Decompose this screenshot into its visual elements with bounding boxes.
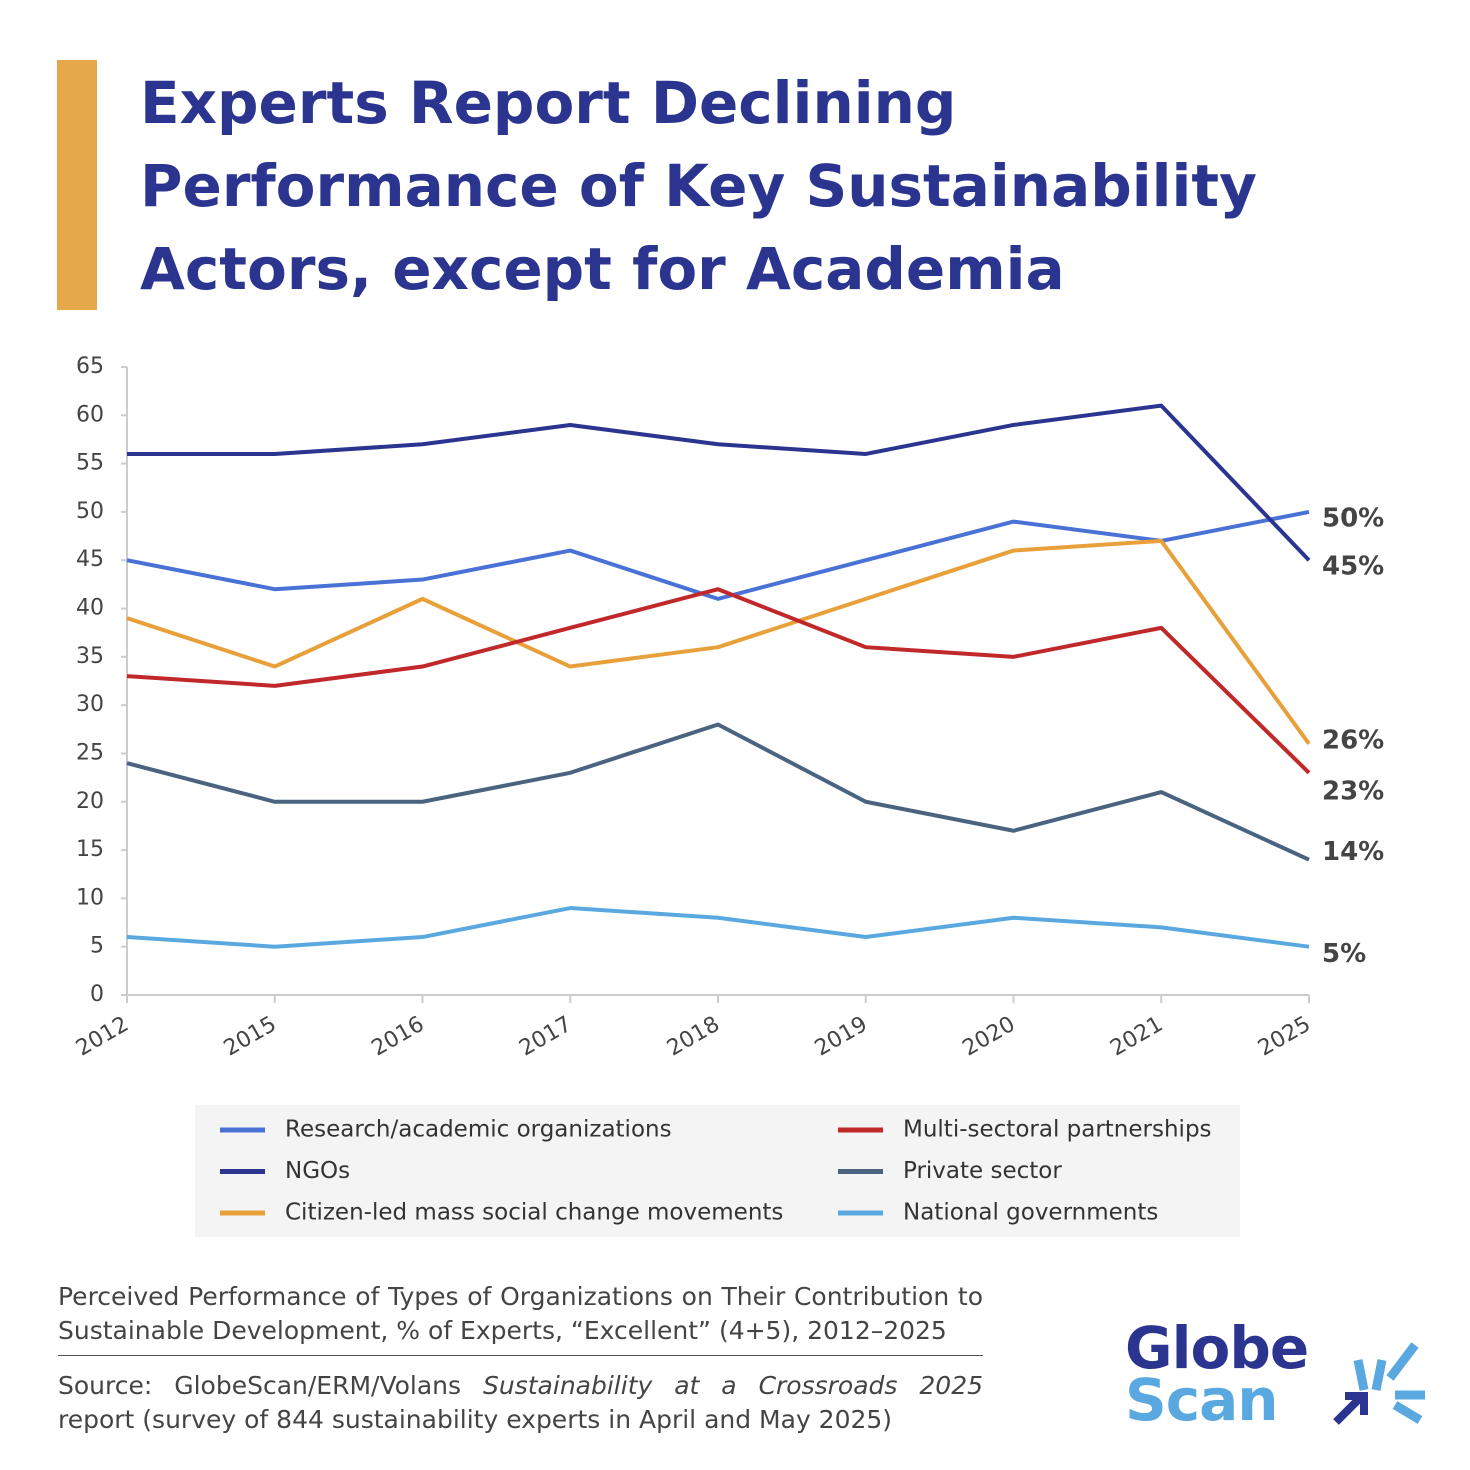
- legend-label: Private sector: [903, 1158, 1062, 1184]
- y-tick-label: 30: [76, 692, 104, 717]
- y-tick-label: 65: [76, 354, 104, 379]
- source-report: Sustainability at a Crossroads 2025: [483, 1371, 983, 1400]
- value-label: 45%: [1322, 552, 1384, 582]
- x-tick-label: 2018: [663, 1012, 724, 1062]
- y-tick-label: 10: [76, 885, 104, 910]
- legend-box: [195, 1105, 1240, 1237]
- legend-label: NGOs: [285, 1158, 350, 1184]
- y-tick-label: 5: [90, 934, 104, 959]
- source: Source: GlobeScan/ERM/Volans Sustainabil…: [58, 1369, 983, 1437]
- value-label: 50%: [1322, 503, 1384, 533]
- divider: [58, 1355, 983, 1356]
- series-line: [126, 722, 1310, 862]
- series-line: [126, 509, 1310, 601]
- legend-label: Multi-sectoral partnerships: [903, 1117, 1212, 1143]
- y-tick-label: 15: [76, 837, 104, 862]
- logo-line1: Globe: [1125, 1314, 1309, 1382]
- logo-arrow: [1333, 1392, 1368, 1425]
- y-tick-label: 50: [76, 499, 104, 524]
- logo-burst: [1353, 1342, 1425, 1424]
- x-tick-label: 2012: [72, 1012, 133, 1062]
- legend-label: National governments: [903, 1200, 1158, 1226]
- series-line: [127, 403, 1311, 562]
- value-label: 23%: [1322, 776, 1384, 806]
- chart-title: Experts Report Declining Performance of …: [140, 69, 1257, 303]
- x-tick-label: 2025: [1254, 1012, 1315, 1062]
- x-tick-label: 2021: [1106, 1012, 1167, 1062]
- y-tick-label: 35: [76, 644, 104, 669]
- series-line: [126, 538, 1311, 745]
- y-tick-label: 45: [76, 547, 104, 572]
- y-tick-label: 25: [76, 740, 104, 765]
- y-tick-label: 60: [76, 402, 104, 427]
- series-line: [126, 906, 1310, 949]
- series-line: [126, 587, 1311, 775]
- accent-bar: [57, 60, 97, 310]
- footnote: Perceived Performance of Types of Organi…: [58, 1282, 983, 1345]
- x-tick-label: 2019: [811, 1012, 872, 1062]
- y-tick-label: 20: [76, 789, 104, 814]
- source-suffix: report (survey of 844 sustainability exp…: [58, 1405, 893, 1434]
- value-label: 14%: [1322, 837, 1384, 867]
- logo: Globe Scan: [1125, 1314, 1309, 1434]
- logo-line2: Scan: [1125, 1366, 1279, 1434]
- x-tick-label: 2015: [220, 1012, 281, 1062]
- source-prefix: Source: GlobeScan/ERM/Volans: [58, 1371, 462, 1400]
- value-label: 26%: [1322, 725, 1384, 755]
- y-tick-label: 55: [76, 451, 104, 476]
- legend-label: Citizen-led mass social change movements: [285, 1200, 783, 1226]
- y-tick-label: 40: [76, 596, 104, 621]
- x-tick-label: 2020: [959, 1012, 1020, 1062]
- value-label: 5%: [1322, 939, 1366, 969]
- y-tick-label: 0: [90, 982, 104, 1007]
- x-tick-label: 2017: [515, 1012, 576, 1062]
- x-tick-label: 2016: [368, 1012, 429, 1062]
- legend-label: Research/academic organizations: [285, 1117, 672, 1143]
